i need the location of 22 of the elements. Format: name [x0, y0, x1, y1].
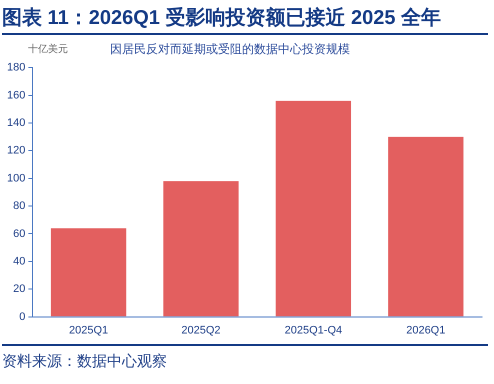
bar: [388, 136, 464, 316]
y-tick-label: 80: [13, 200, 26, 212]
y-tick-label: 40: [13, 255, 26, 268]
y-tick-label: 100: [6, 172, 26, 184]
x-tick-label: 2025Q1-Q4: [284, 324, 342, 336]
y-tick-label: 0: [19, 310, 26, 323]
text: 资料来源：数据中心观察: [2, 352, 167, 371]
y-tick-label: 60: [13, 228, 26, 240]
y-tick-label: 20: [13, 283, 26, 296]
y-tick-label: 180: [6, 62, 26, 74]
y-tick-label: 140: [6, 117, 26, 130]
chart-subtitle: 因居民反对而延期或受阻的数据中心投资规模: [110, 41, 350, 58]
bar: [50, 228, 126, 316]
y-axis-title: 十亿美元: [28, 42, 68, 56]
y-tick-label: 120: [6, 144, 26, 157]
x-tick-label: 2025Q1: [68, 324, 108, 336]
y-tick-label: 160: [6, 89, 26, 102]
x-tick-label: 2025Q2: [181, 324, 221, 336]
x-tick-label: 2026Q1: [406, 324, 446, 336]
chart-title: 图表 11：2026Q1 受影响投资额已接近 2025 全年: [2, 6, 442, 31]
bar: [163, 181, 239, 316]
bar: [276, 100, 352, 316]
